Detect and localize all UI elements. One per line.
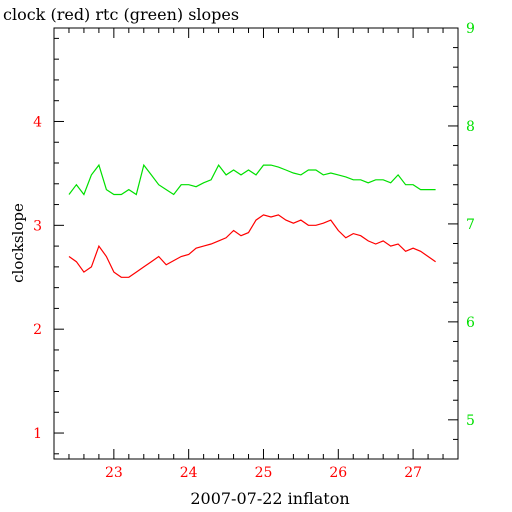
x-tick-label: 25 (255, 465, 273, 481)
y-left-tick-label: 3 (33, 218, 42, 234)
y-right-tick-label: 8 (466, 119, 475, 135)
y-axis-label: clockslope (9, 203, 27, 283)
y-right-tick-label: 6 (466, 315, 475, 331)
y-right-tick-label: 9 (466, 21, 475, 37)
series-layer (68, 163, 436, 278)
series-line-clock (68, 214, 436, 278)
x-tick-label: 27 (404, 465, 422, 481)
chart-title: clock (red) rtc (green) slopes (3, 5, 239, 24)
y-right-tick-label: 7 (466, 217, 475, 233)
plot-frame (53, 27, 459, 460)
y-left-tick-label: 4 (33, 114, 42, 130)
y-right-tick-label: 5 (466, 413, 475, 429)
series-line-rtc (68, 163, 436, 196)
axis-ticks (53, 27, 459, 459)
x-tick-label: 24 (180, 465, 198, 481)
x-tick-label: 26 (329, 465, 347, 481)
x-axis-label: 2007-07-22 inflaton (190, 489, 349, 508)
y-left-tick-label: 2 (33, 322, 42, 338)
x-tick-label: 23 (105, 465, 123, 481)
y-left-tick-label: 1 (33, 426, 42, 442)
